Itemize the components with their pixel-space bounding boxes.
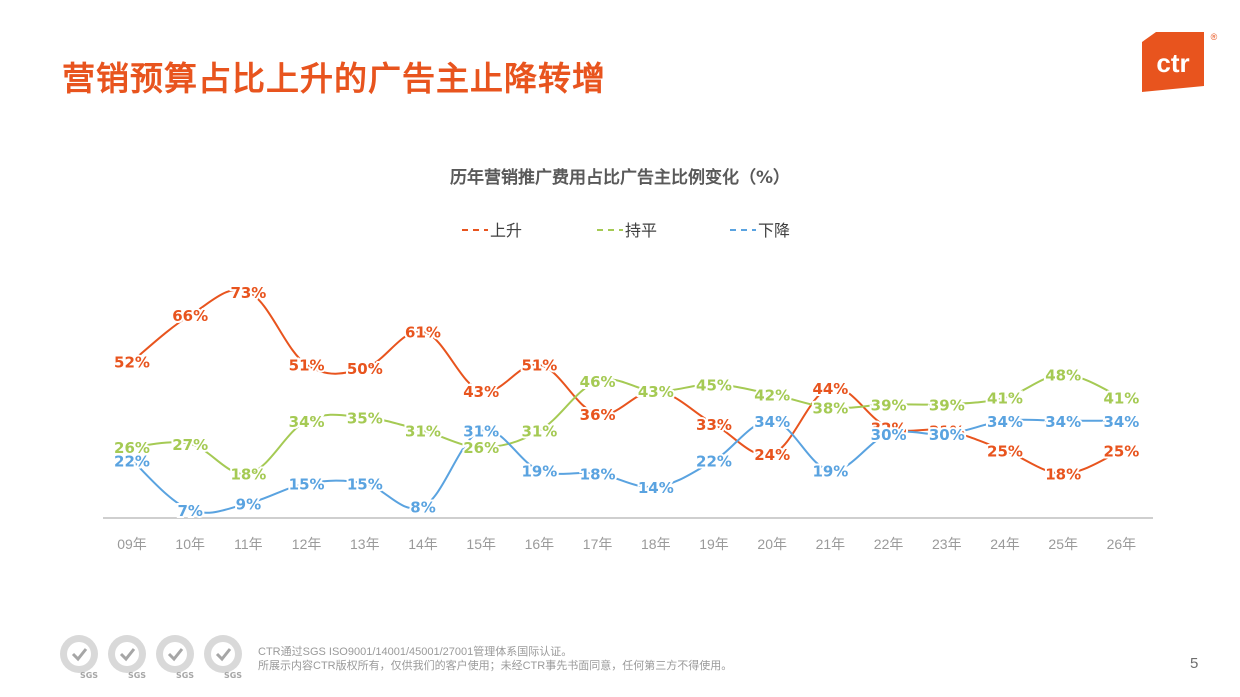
data-label: 41% — [1103, 390, 1139, 408]
data-label: 18% — [1045, 466, 1081, 484]
ctr-logo: ctr ® — [1142, 30, 1222, 94]
data-label: 38% — [812, 400, 848, 418]
data-label: 50% — [347, 360, 383, 378]
data-label: 25% — [987, 443, 1023, 461]
data-label: 34% — [1045, 413, 1081, 431]
x-tick-label: 21年 — [816, 536, 846, 552]
data-label: 43% — [638, 383, 674, 401]
data-label: 51% — [521, 357, 557, 375]
data-label: 61% — [405, 324, 441, 342]
data-labels: 52% 66% 73% 51% 50% 61% 43% 51% 36% 43% 33% 24% 44% 3… — [112, 282, 1141, 522]
data-label: 34% — [754, 413, 790, 431]
data-label: 35% — [347, 410, 383, 428]
series-line — [131, 418, 1122, 514]
data-label: 46% — [580, 373, 616, 391]
footer-line-2: 所展示内容CTR版权所有，仅供我们的客户使用；未经CTR事先书面同意，任何第三方… — [258, 660, 733, 672]
x-tick-label: 14年 — [408, 536, 438, 552]
legend-label: 下降 — [758, 221, 790, 240]
x-tick-label: 22年 — [874, 536, 904, 552]
data-label: 19% — [812, 462, 848, 480]
data-label: 26% — [114, 439, 150, 457]
data-label: 31% — [463, 423, 499, 441]
data-label: 45% — [696, 377, 732, 395]
footer-line-1: CTR通过SGS ISO9001/14001/45001/27001管理体系国际… — [258, 646, 573, 658]
data-label: 39% — [929, 396, 965, 414]
data-label: 15% — [347, 476, 383, 494]
chart-title: 历年营销推广费用占比广告主比例变化（%） — [450, 167, 790, 188]
data-label: 36% — [580, 406, 616, 424]
x-tick-label: 18年 — [641, 536, 671, 552]
data-label: 52% — [114, 353, 150, 371]
x-tick-label: 23年 — [932, 536, 962, 552]
x-tick-label: 09年 — [117, 536, 147, 552]
certification-badges: SGS SGS SGS SGS — [56, 634, 256, 680]
x-tick-label: 20年 — [757, 536, 787, 552]
x-tick-label: 26年 — [1107, 536, 1137, 552]
data-label: 8% — [410, 499, 435, 517]
page-title: 营销预算占比上升的广告主止降转增 — [62, 59, 606, 98]
page-number: 5 — [1190, 655, 1199, 672]
data-label: 48% — [1045, 367, 1081, 385]
data-label: 31% — [929, 423, 965, 441]
chart-legend: 上升 持平 下降 — [462, 221, 790, 240]
x-tick-label: 15年 — [466, 536, 496, 552]
registered-mark: ® — [1211, 32, 1218, 42]
data-label: 32% — [871, 419, 907, 437]
x-tick-label: 19年 — [699, 536, 729, 552]
data-label: 25% — [1103, 443, 1139, 461]
svg-text:SGS: SGS — [176, 671, 194, 680]
logo-text: ctr — [1156, 48, 1189, 78]
data-label: 34% — [1103, 413, 1139, 431]
data-label: 43% — [638, 383, 674, 401]
data-label: 15% — [289, 476, 325, 494]
data-label: 24% — [754, 446, 790, 464]
x-tick-label: 12年 — [292, 536, 322, 552]
data-label: 14% — [638, 479, 674, 497]
data-label: 22% — [696, 452, 732, 470]
legend-label: 上升 — [490, 221, 522, 240]
x-tick-label: 17年 — [583, 536, 613, 552]
data-label: 30% — [929, 426, 965, 444]
x-tick-label: 10年 — [175, 536, 205, 552]
svg-text:SGS: SGS — [128, 671, 146, 680]
data-label: 30% — [871, 426, 907, 444]
series-lines — [131, 288, 1122, 514]
x-tick-label: 24年 — [990, 536, 1020, 552]
data-label: 19% — [521, 462, 557, 480]
data-label: 7% — [177, 502, 202, 520]
x-tick-label: 16年 — [525, 536, 555, 552]
data-label: 43% — [463, 383, 499, 401]
series-line — [131, 373, 1122, 475]
svg-text:SGS: SGS — [224, 671, 242, 680]
data-label: 27% — [172, 436, 208, 454]
data-label: 31% — [521, 423, 557, 441]
data-label: 39% — [871, 396, 907, 414]
data-label: 51% — [289, 357, 325, 375]
x-tick-label: 11年 — [234, 536, 263, 552]
x-tick-label: 13年 — [350, 536, 380, 552]
data-label: 26% — [463, 439, 499, 457]
data-label: 31% — [405, 423, 441, 441]
series-line — [131, 288, 1122, 475]
x-tick-label: 25年 — [1048, 536, 1078, 552]
x-axis-ticks: 09年 10年 11年 12年 13年 14年 15年 16年 17年 18年 19年 20年 21年 2… — [117, 536, 1136, 552]
data-label: 22% — [114, 452, 150, 470]
line-chart: 历年营销推广费用占比广告主比例变化（%） 上升 持平 下降 09年 10年 11年 12年… — [103, 167, 1153, 552]
data-label: 66% — [172, 307, 208, 325]
data-label: 73% — [230, 284, 266, 302]
footer-notice: CTR通过SGS ISO9001/14001/45001/27001管理体系国际… — [258, 645, 732, 673]
svg-text:SGS: SGS — [80, 671, 98, 680]
data-label: 44% — [812, 380, 848, 398]
legend-label: 持平 — [625, 221, 657, 240]
data-label: 9% — [236, 495, 261, 513]
data-label: 33% — [696, 416, 732, 434]
data-label: 34% — [987, 413, 1023, 431]
data-label: 18% — [580, 466, 616, 484]
data-label: 41% — [987, 390, 1023, 408]
data-label: 18% — [230, 466, 266, 484]
data-label: 34% — [289, 413, 325, 431]
data-label: 42% — [754, 386, 790, 404]
